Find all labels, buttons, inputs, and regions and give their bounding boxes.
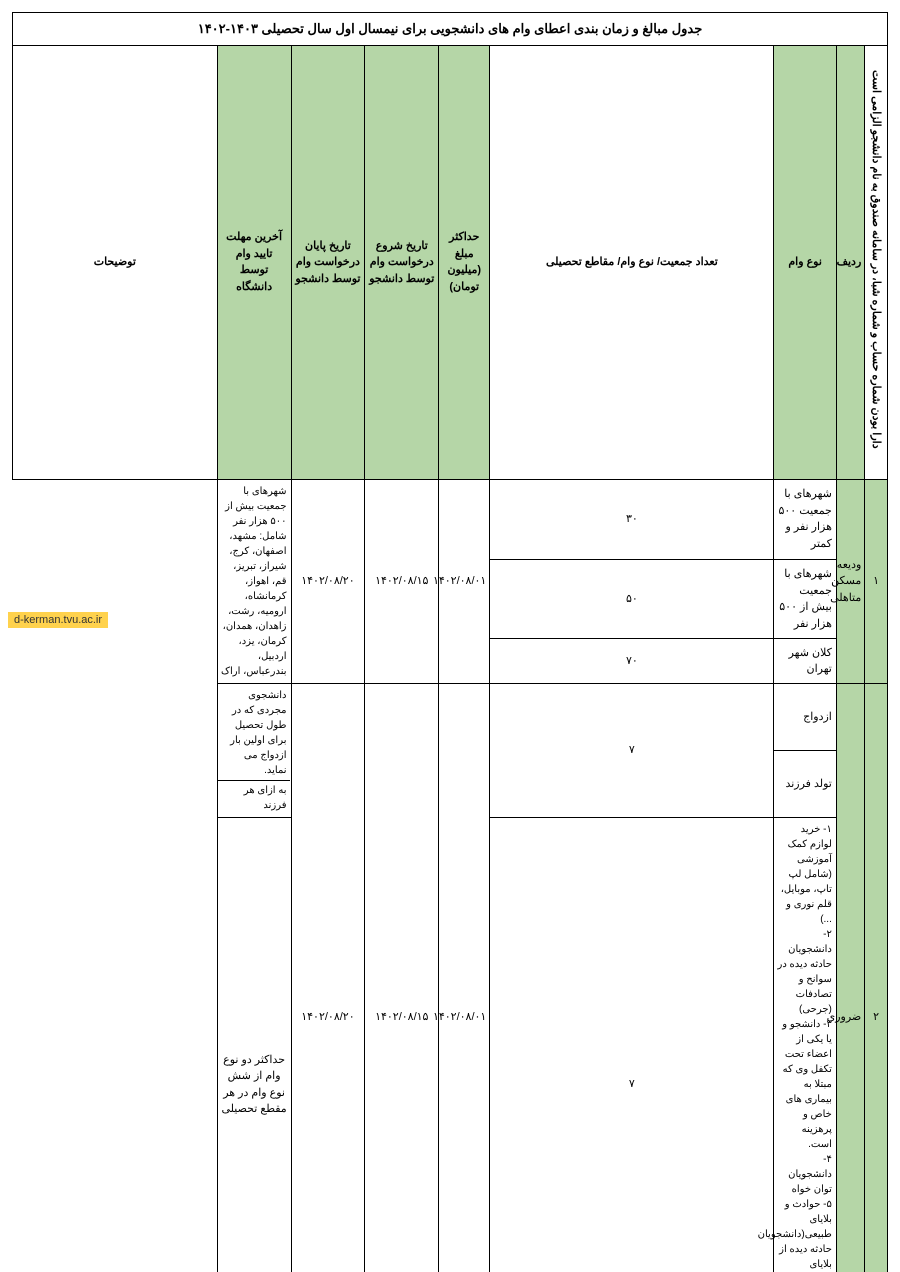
amount: ۷ — [490, 684, 774, 818]
pop-desc: ۱- خرید لوازم کمک آموزشی (شامل لپ تاپ، م… — [774, 818, 836, 1272]
loan-type: ضروری — [836, 684, 864, 1272]
amount: ۳۰ — [490, 480, 774, 560]
hdr-population: تعداد جمعیت/ نوع وام/ مقاطع تحصیلی — [490, 45, 774, 480]
note: شهرهای با جمعیت بیش از ۵۰۰ هزار نفر شامل… — [217, 480, 291, 684]
amount: ۷۰ — [490, 639, 774, 684]
title-cell: جدول مبالغ و زمان بندی اعطای وام های دان… — [13, 13, 888, 46]
end-date: ۱۴۰۲/۰۸/۱۵ — [365, 684, 439, 1272]
hdr-loantype: نوع وام — [774, 45, 836, 480]
pop-desc: کلان شهر تهران — [774, 639, 836, 684]
pop-desc: شهرهای با جمعیت بیش از ۵۰۰ هزار نفر — [774, 559, 836, 639]
amount: ۵۰ — [490, 559, 774, 639]
note: دانشجوی مجردی که در طول تحصیل برای اولین… — [217, 684, 291, 818]
start-date: ۱۴۰۲/۰۸/۰۱ — [439, 684, 490, 1272]
row-idx: ۱ — [865, 480, 888, 684]
pop-desc: ازدواج — [774, 684, 836, 751]
deadline: ۱۴۰۲/۰۸/۲۰ — [291, 480, 365, 684]
hdr-amount: حداکثر مبلغ (میلیون تومان) — [439, 45, 490, 480]
hdr-row: ردیف — [836, 45, 864, 480]
watermark: d-kerman.tvu.ac.ir — [8, 612, 108, 628]
row-idx: ۲ — [865, 684, 888, 1272]
hdr-notes: توضیحات — [13, 45, 218, 480]
pop-desc: تولد فرزند — [774, 751, 836, 818]
sidenote: دارا بودن شماره حساب و شماره شبا، در سام… — [865, 45, 888, 480]
amount: ۷ — [490, 818, 774, 1272]
start-date: ۱۴۰۲/۰۸/۰۱ — [439, 480, 490, 684]
hdr-deadline: آخرین مهلت تایید وام توسط دانشگاه — [217, 45, 291, 480]
hdr-end: تاریخ پایان درخواست وام توسط دانشجو — [291, 45, 365, 480]
loan-table: جدول مبالغ و زمان بندی اعطای وام های دان… — [12, 12, 888, 1272]
end-date: ۱۴۰۲/۰۸/۱۵ — [365, 480, 439, 684]
deadline: ۱۴۰۲/۰۸/۲۰ — [291, 684, 365, 1272]
note: حداکثر دو نوع وام از شش نوع وام در هر مق… — [217, 818, 291, 1272]
hdr-start: تاریخ شروع درخواست وام توسط دانشجو — [365, 45, 439, 480]
loan-type: ودیعه مسکن متاهلی — [836, 480, 864, 684]
pop-desc: شهرهای با جمعیت ۵۰۰ هزار نفر و کمتر — [774, 480, 836, 560]
